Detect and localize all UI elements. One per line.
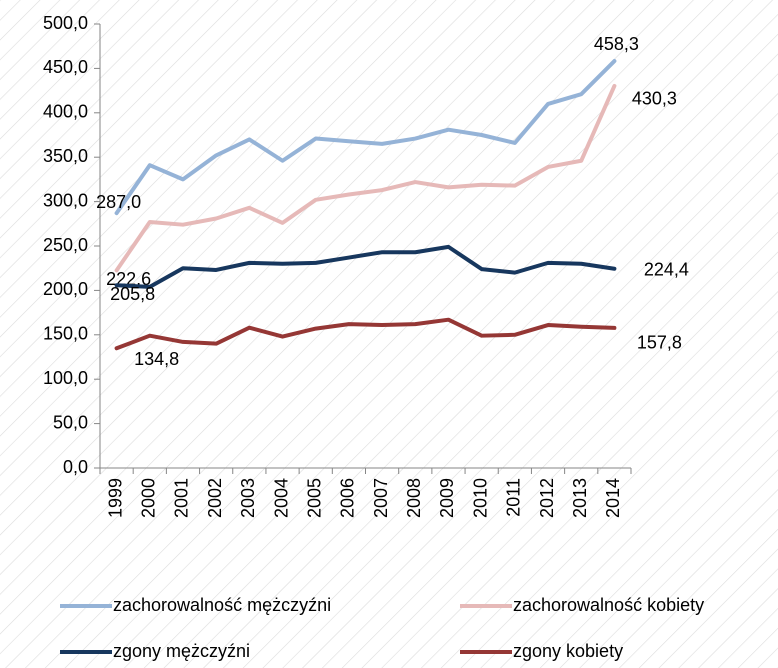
legend-label: zgony mężczyźni — [113, 641, 250, 661]
legend-label: zachorowalność kobiety — [513, 595, 704, 615]
x-tick-label: 2004 — [271, 478, 291, 518]
series-line — [114, 59, 617, 216]
y-tick-label: 300,0 — [43, 190, 88, 210]
y-tick-label: 100,0 — [43, 368, 88, 388]
data-label: 224,4 — [644, 259, 689, 279]
data-label: 458,3 — [594, 34, 639, 54]
x-tick-label: 2005 — [304, 478, 324, 518]
legend-label: zachorowalność mężczyźni — [113, 595, 331, 615]
x-tick-label: 2010 — [470, 478, 490, 518]
y-tick-label: 150,0 — [43, 324, 88, 344]
data-label: 430,3 — [632, 89, 677, 109]
x-tick-label: 2003 — [238, 478, 258, 518]
x-tick-label: 2000 — [139, 478, 159, 518]
x-tick-label: 2009 — [437, 478, 457, 518]
x-tick-label: 2002 — [205, 478, 225, 518]
data-label: 287,0 — [96, 192, 141, 212]
x-tick-label: 1999 — [105, 478, 125, 518]
series-line — [114, 317, 617, 351]
series-line — [114, 83, 617, 273]
x-tick-label: 2008 — [404, 478, 424, 518]
y-tick-label: 450,0 — [43, 57, 88, 77]
x-tick-label: 2013 — [570, 478, 590, 518]
y-tick-label: 400,0 — [43, 102, 88, 122]
x-tick-label: 2001 — [172, 478, 192, 518]
y-tick-label: 200,0 — [43, 279, 88, 299]
legend-label: zgony kobiety — [513, 641, 623, 661]
y-tick-label: 500,0 — [43, 13, 88, 33]
x-tick-label: 2014 — [603, 478, 623, 518]
y-tick-label: 50,0 — [53, 412, 88, 432]
data-label: 134,8 — [134, 349, 179, 369]
x-tick-label: 2012 — [537, 478, 557, 518]
series-line — [114, 244, 617, 289]
x-tick-label: 2011 — [504, 478, 524, 517]
y-tick-label: 0,0 — [63, 457, 88, 477]
data-label: 205,8 — [110, 284, 155, 304]
data-label: 157,8 — [637, 333, 682, 353]
y-tick-label: 350,0 — [43, 146, 88, 166]
y-tick-label: 250,0 — [43, 235, 88, 255]
x-tick-label: 2007 — [371, 478, 391, 518]
x-tick-label: 2006 — [338, 478, 358, 518]
